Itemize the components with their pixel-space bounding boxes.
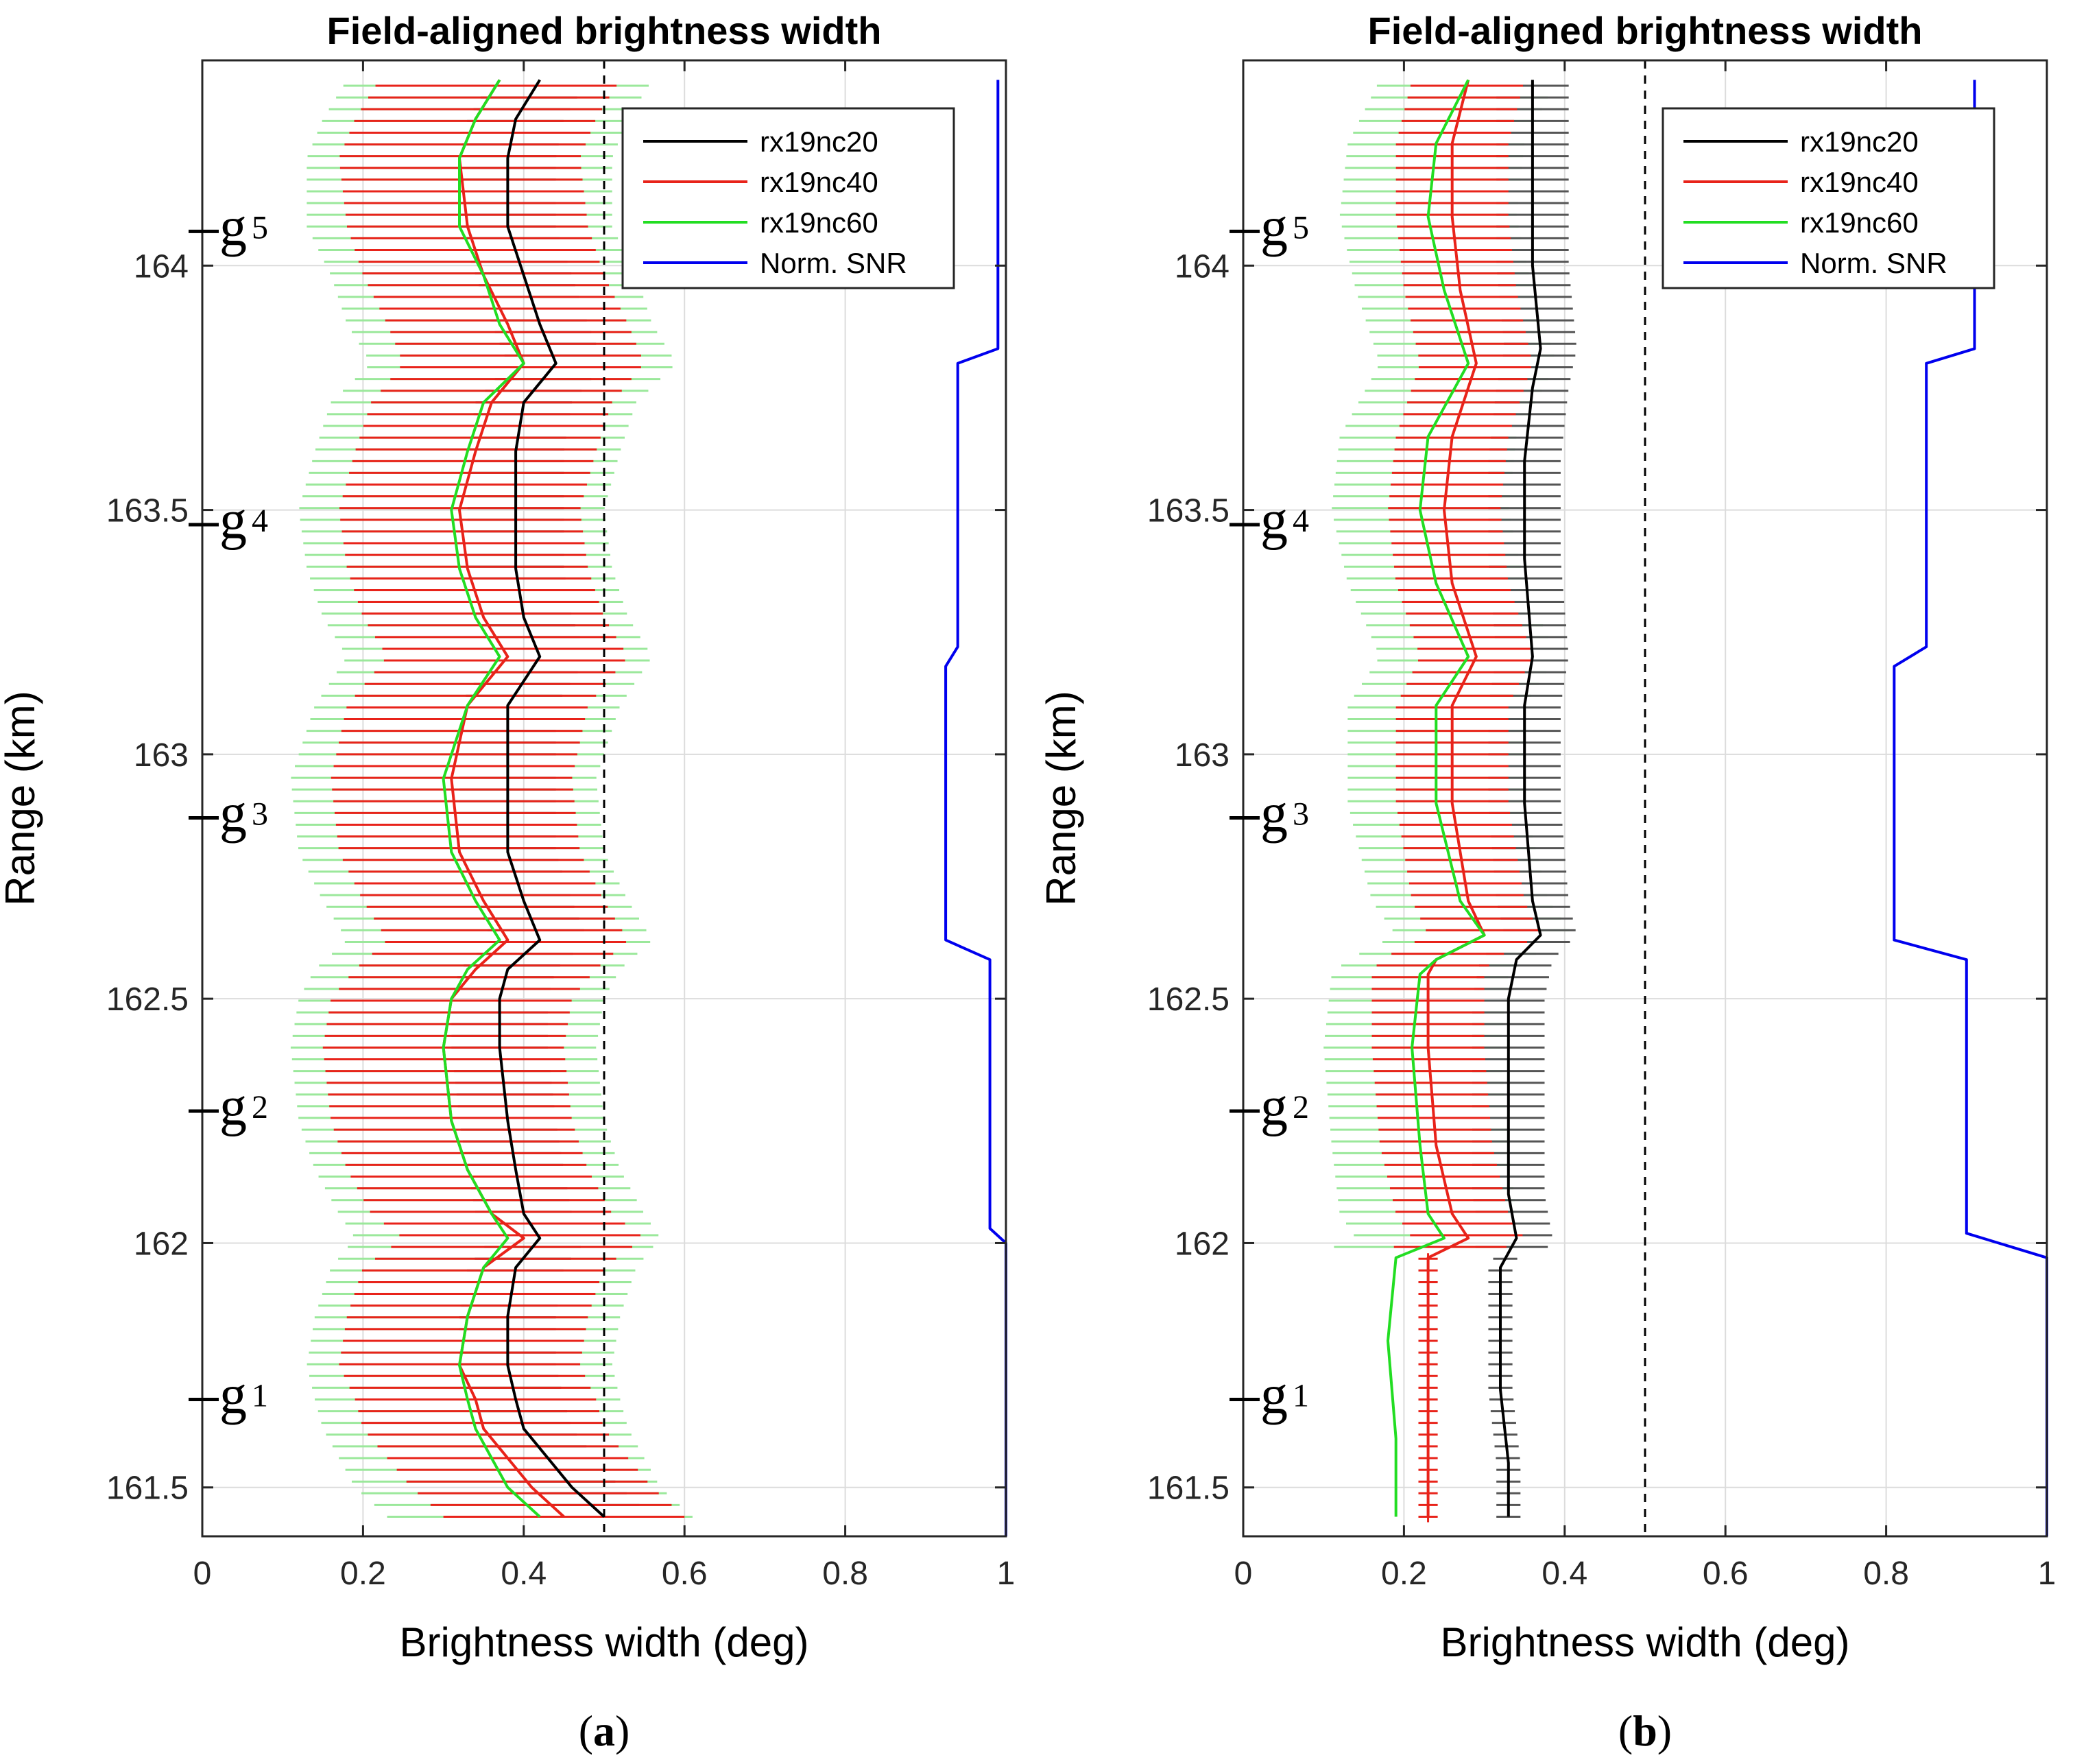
gate-label: g	[1260, 1365, 1288, 1425]
gate-label: g	[1260, 197, 1288, 257]
x-tick-label: 1	[2038, 1556, 2056, 1592]
y-axis-label-b: Range (km)	[1038, 691, 1084, 905]
caption-letter-b: b	[1633, 1706, 1657, 1755]
gate-label: g	[219, 784, 247, 844]
panel-a: 0 0.2 0.4 0.6 0.8 1 161.5 162 162.5 163 163.5 164 F…	[0, 9, 1015, 1755]
x-tick-label: 0.8	[1863, 1556, 1909, 1592]
gate-label-sub: 1	[252, 1377, 268, 1414]
caption-close-b: )	[1657, 1706, 1672, 1755]
x-tick-label: 0.2	[1381, 1556, 1427, 1592]
x-tick-label: 0.4	[1542, 1556, 1587, 1592]
legend-entry-label: rx19nc20	[1800, 126, 1919, 158]
y-tick-label: 164	[1175, 248, 1230, 285]
gate-labels-b: g 1g 2g 3g 4g 5	[1230, 197, 1309, 1425]
y-tick-label: 162.5	[1147, 981, 1230, 1018]
gate-label: g	[219, 1365, 247, 1425]
gate-label: g	[1260, 1077, 1288, 1137]
y-tick-label: 163	[134, 737, 189, 774]
series-line-rx19nc60	[1387, 79, 1486, 1517]
gate-label-sub: 4	[252, 503, 268, 539]
y-tick-label: 162.5	[106, 981, 189, 1018]
legend-entry-label: rx19nc40	[1800, 166, 1919, 198]
series-line-rx19nc40	[1426, 80, 1486, 1517]
gate-label-sub: 4	[1293, 503, 1309, 539]
legend-b: rx19nc20 rx19nc40 rx19nc60 Norm. SNR	[1662, 107, 1995, 289]
gate-label: g	[1260, 490, 1288, 551]
series-lines-b	[1387, 79, 2048, 1536]
y-tick-label: 162	[134, 1226, 189, 1262]
y-tick-label: 163.5	[1147, 493, 1230, 529]
gate-label: g	[219, 490, 247, 551]
gate-label-sub: 1	[1293, 1377, 1309, 1414]
x-tick-label: 0.2	[340, 1556, 386, 1592]
gate-labels-a: g 1g 2g 3g 4g 5	[189, 197, 268, 1425]
ticks-a: 0 0.2 0.4 0.6 0.8 1 161.5 162 162.5 163 163.5 164	[106, 60, 1015, 1592]
series-line-rx19nc60	[442, 79, 541, 1518]
panel-b: 0 0.2 0.4 0.6 0.8 1 161.5 162 162.5 163 163.5 164 F…	[1038, 9, 2056, 1755]
x-tick-label: 0	[193, 1556, 212, 1592]
x-axis-label-a: Brightness width (deg)	[400, 1619, 809, 1665]
y-axis-label-a: Range (km)	[0, 691, 43, 905]
chart-title-a: Field-aligned brightness width	[327, 9, 882, 52]
caption-letter-a: a	[593, 1706, 615, 1755]
y-tick-label: 163	[1175, 737, 1230, 774]
x-axis-label-b: Brightness width (deg)	[1441, 1619, 1850, 1665]
gate-label-sub: 3	[1293, 796, 1309, 833]
gate-label-sub: 2	[1293, 1089, 1309, 1125]
x-tick-label: 0.8	[822, 1556, 868, 1592]
legend-entry-label: rx19nc60	[760, 206, 878, 239]
series-line-rx19nc20	[498, 79, 605, 1518]
legend-entry-label: Norm. SNR	[760, 247, 907, 279]
axes-box-a	[201, 59, 1007, 1538]
gate-label: g	[1260, 784, 1288, 844]
panel-caption-a: (a)	[579, 1706, 630, 1755]
gate-label-sub: 5	[252, 209, 268, 246]
x-tick-label: 0	[1234, 1556, 1253, 1592]
x-tick-label: 0.6	[1703, 1556, 1749, 1592]
legend-entry-label: Norm. SNR	[1800, 247, 1947, 279]
series-lines-a	[442, 79, 1007, 1536]
legend-entry-label: rx19nc60	[1800, 206, 1919, 239]
axes-box-b	[1242, 59, 2048, 1538]
series-line-norm-snr	[944, 80, 1007, 1536]
x-tick-label: 1	[997, 1556, 1016, 1592]
series-line-rx19nc20	[1499, 80, 1542, 1517]
gate-label-sub: 2	[252, 1089, 268, 1125]
x-tick-label: 0.6	[662, 1556, 708, 1592]
caption-open-a: (	[579, 1706, 593, 1755]
gate-label-sub: 3	[252, 796, 268, 833]
gate-label: g	[219, 1077, 247, 1137]
legend-box	[621, 107, 955, 289]
caption-close-a: )	[615, 1706, 629, 1755]
y-tick-label: 162	[1175, 1226, 1230, 1262]
y-tick-label: 161.5	[106, 1470, 189, 1507]
chart-title-b: Field-aligned brightness width	[1368, 9, 1923, 52]
gate-label: g	[219, 197, 247, 257]
series-line-norm-snr	[1893, 80, 2048, 1536]
legend-entry-label: rx19nc40	[760, 166, 878, 198]
y-tick-label: 164	[134, 248, 189, 285]
legend-a: rx19nc20 rx19nc40 rx19nc60 Norm. SNR	[621, 107, 955, 289]
x-tick-label: 0.4	[501, 1556, 547, 1592]
caption-open-b: (	[1618, 1706, 1633, 1755]
panel-caption-b: (b)	[1618, 1706, 1672, 1755]
legend-entry-label: rx19nc20	[760, 126, 878, 158]
ticks-b: 0 0.2 0.4 0.6 0.8 1 161.5 162 162.5 163 163.5 164	[1147, 60, 2056, 1592]
legend-box	[1662, 107, 1995, 289]
y-tick-label: 161.5	[1147, 1470, 1230, 1507]
gate-label-sub: 5	[1293, 209, 1309, 246]
y-tick-label: 163.5	[106, 493, 189, 529]
